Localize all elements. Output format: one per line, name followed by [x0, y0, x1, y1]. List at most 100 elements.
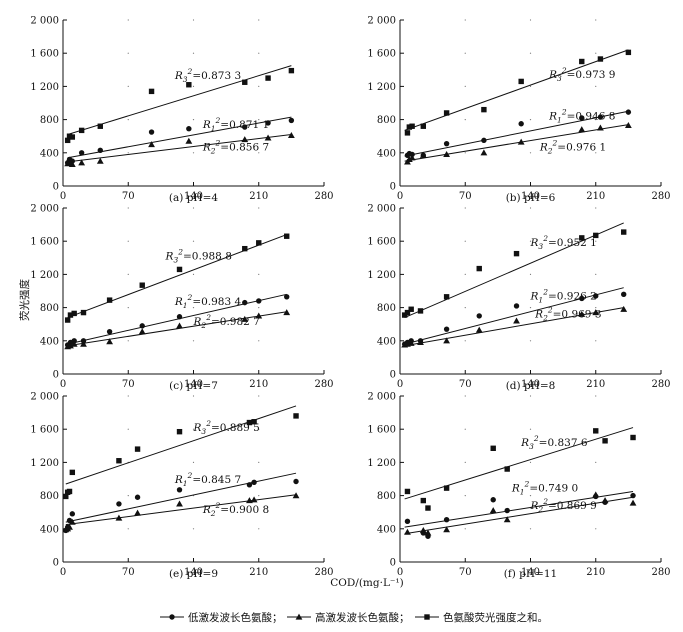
data-point-square [579, 58, 585, 65]
x-tick-label: 70 [122, 379, 135, 390]
data-point-circle [443, 516, 450, 523]
data-point-triangle [134, 509, 141, 516]
data-point-triangle [106, 338, 114, 345]
data-point-circle [246, 482, 253, 488]
fit-line [67, 134, 292, 163]
data-point-square [408, 306, 414, 312]
x-tick-label: 0 [60, 379, 66, 390]
grid-dot [258, 85, 260, 87]
r-squared-label: R22=0.976 1 [539, 138, 606, 155]
grid-dot [192, 461, 195, 463]
grid-dot [529, 19, 532, 21]
grid-dot [258, 395, 260, 397]
data-point-circle [78, 150, 85, 156]
data-point-circle [106, 328, 113, 335]
data-point-triangle [489, 507, 497, 514]
grid-dot [127, 85, 129, 87]
data-point-square [106, 297, 113, 303]
grid-dot [192, 428, 195, 430]
y-tick-label: 400 [377, 148, 396, 159]
y-tick-label: 400 [40, 524, 59, 535]
series-circle: R12=0.845 7 [63, 471, 299, 534]
panel-caption: (f) pH=11 [504, 568, 557, 580]
data-point-triangle [70, 340, 78, 347]
y-tick-label: 400 [40, 148, 59, 159]
data-point-square [148, 88, 155, 95]
r-squared-label: R22=0.982 7 [193, 313, 260, 330]
data-point-triangle [67, 342, 74, 349]
y-axis-label: 荧光强度 [18, 279, 31, 321]
r-squared-label: R32=0.837 6 [520, 434, 588, 451]
y-tick-label: 1 600 [30, 237, 59, 248]
data-point-square [80, 309, 87, 316]
y-tick-label: 1 600 [367, 49, 396, 60]
data-point-square [67, 312, 74, 318]
data-point-square [176, 266, 183, 273]
x-tick-label: 210 [249, 191, 268, 202]
r-squared-label: R12=0.871 1 [202, 116, 269, 133]
data-point-circle [139, 323, 145, 329]
data-point-square [425, 505, 431, 511]
data-point-square [597, 56, 604, 62]
grid-dot [258, 119, 260, 121]
legend-label: 低激发波长色氨酸； [188, 611, 283, 624]
data-point-triangle [287, 131, 295, 138]
data-point-triangle [480, 149, 488, 156]
y-tick-label: 400 [377, 524, 396, 535]
data-point-triangle [405, 156, 413, 163]
data-point-triangle [404, 528, 411, 535]
series-triangle: R22=0.900 8 [62, 492, 300, 533]
panel-caption: (c) pH=7 [169, 380, 218, 392]
y-tick-label: 800 [40, 491, 59, 502]
x-tick-label: 210 [586, 379, 605, 390]
grid-dot [464, 528, 466, 530]
grid-dot [595, 85, 597, 87]
data-point-circle [579, 295, 585, 302]
grid-dot [192, 19, 195, 21]
data-point-triangle [620, 305, 628, 312]
r-squared-label: R32=0.889 5 [193, 419, 260, 436]
data-point-circle [176, 487, 183, 493]
x-tick-label: 140 [184, 567, 203, 578]
data-point-square [481, 106, 487, 113]
data-point-triangle [96, 157, 104, 164]
series-triangle: R22=0.869 9 [404, 491, 637, 536]
grid-dot [529, 528, 532, 530]
grid-dot [258, 152, 260, 154]
legend-marker-square [424, 614, 430, 620]
grid-dot [127, 119, 129, 121]
data-point-triangle [148, 141, 155, 148]
data-point-triangle [255, 312, 263, 319]
grid-dot [529, 495, 532, 497]
grid-dot [192, 528, 195, 530]
y-tick-label: 0 [53, 370, 59, 381]
legend-marker-circle [169, 614, 175, 620]
data-point-square [443, 485, 450, 491]
panel-4: 0 400 800 1 200 1 600 2 000 0 70 140 210 280 R12=0.… [367, 204, 670, 393]
data-point-square [404, 488, 411, 495]
fit-line [404, 110, 629, 157]
grid-dot [464, 19, 466, 21]
data-point-circle [186, 126, 192, 132]
data-point-triangle [443, 526, 451, 533]
r-squared-label: R32=0.973 9 [548, 66, 615, 83]
grid-dot [529, 273, 532, 275]
data-point-circle [148, 129, 155, 135]
grid-dot [258, 495, 260, 497]
grid-dot [258, 340, 260, 342]
data-point-triangle [264, 134, 272, 141]
data-point-circle [481, 137, 487, 144]
data-point-circle [490, 497, 496, 503]
series-circle: R12=0.871 1 [64, 116, 295, 166]
panel-caption: (b) pH=6 [506, 192, 556, 204]
x-tick-label: 70 [122, 567, 135, 578]
grid-dot [529, 207, 532, 209]
y-tick-label: 0 [53, 558, 59, 569]
panel-3: 0 400 800 1 200 1 600 2 000 0 70 140 210 280 R12=0.… [30, 204, 333, 393]
data-point-triangle [68, 518, 76, 525]
grid-dot [529, 428, 532, 430]
data-point-circle [69, 511, 76, 517]
data-point-triangle [68, 161, 76, 168]
data-point-circle [293, 478, 299, 485]
grid-dot [127, 19, 129, 21]
